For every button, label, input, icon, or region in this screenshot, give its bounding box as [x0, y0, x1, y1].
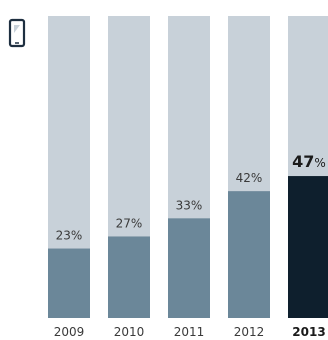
data-label-value: 47	[292, 152, 314, 171]
bar	[168, 218, 210, 318]
data-label: 33%	[176, 198, 203, 212]
data-label: 42%	[236, 171, 263, 185]
smartphone-icon	[8, 18, 26, 48]
x-tick-label: 2013	[292, 325, 325, 339]
x-tick-label: 2011	[174, 325, 205, 339]
data-label: 27%	[116, 216, 143, 230]
bars-layer	[48, 16, 328, 318]
data-label: 23%	[56, 229, 83, 243]
bar	[288, 176, 328, 318]
labels-layer: 23% 2009 27% 2010 33% 2011 42% 2012 47% 2013	[54, 152, 326, 339]
x-tick-label: 2012	[234, 325, 265, 339]
x-tick-label: 2009	[54, 325, 85, 339]
bar	[108, 236, 150, 318]
x-tick-label: 2010	[114, 325, 145, 339]
data-label: 47%	[292, 152, 326, 171]
bar	[48, 248, 90, 318]
data-label-unit: %	[314, 156, 325, 170]
bar	[228, 191, 270, 318]
